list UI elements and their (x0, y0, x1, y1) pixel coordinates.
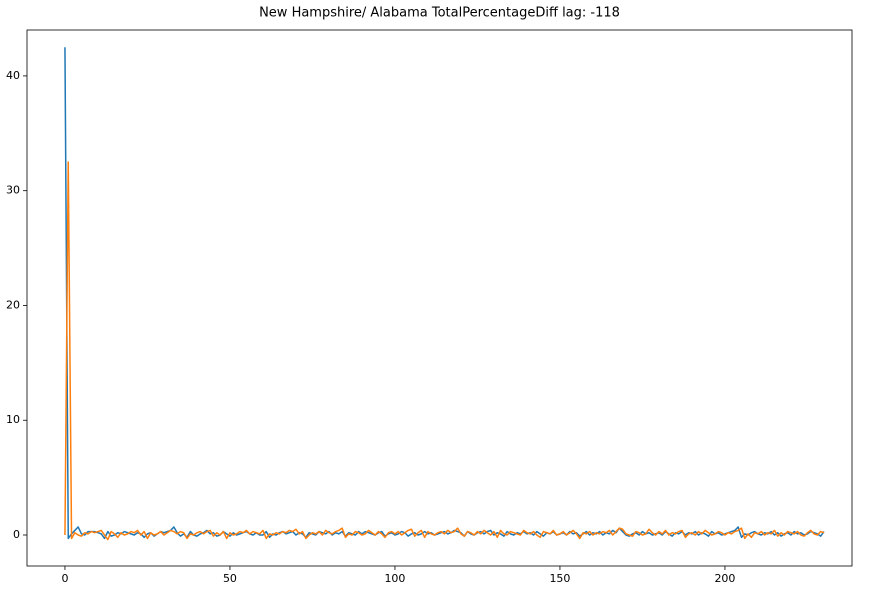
x-tick-label: 100 (384, 572, 405, 585)
chart-title: New Hampshire/ Alabama TotalPercentageDi… (259, 6, 620, 21)
y-tick-label: 10 (6, 413, 20, 426)
x-tick-label: 200 (714, 572, 735, 585)
y-tick-label: 0 (13, 528, 20, 541)
x-tick-label: 150 (549, 572, 570, 585)
y-tick-label: 30 (6, 184, 20, 197)
series-line (64, 47, 825, 540)
y-tick-label: 20 (6, 298, 20, 311)
series-line (64, 161, 825, 541)
y-tick-label: 40 (6, 69, 20, 82)
axes-frame (26, 29, 853, 567)
x-tick-label: 0 (61, 572, 68, 585)
x-tick-label: 50 (223, 572, 237, 585)
